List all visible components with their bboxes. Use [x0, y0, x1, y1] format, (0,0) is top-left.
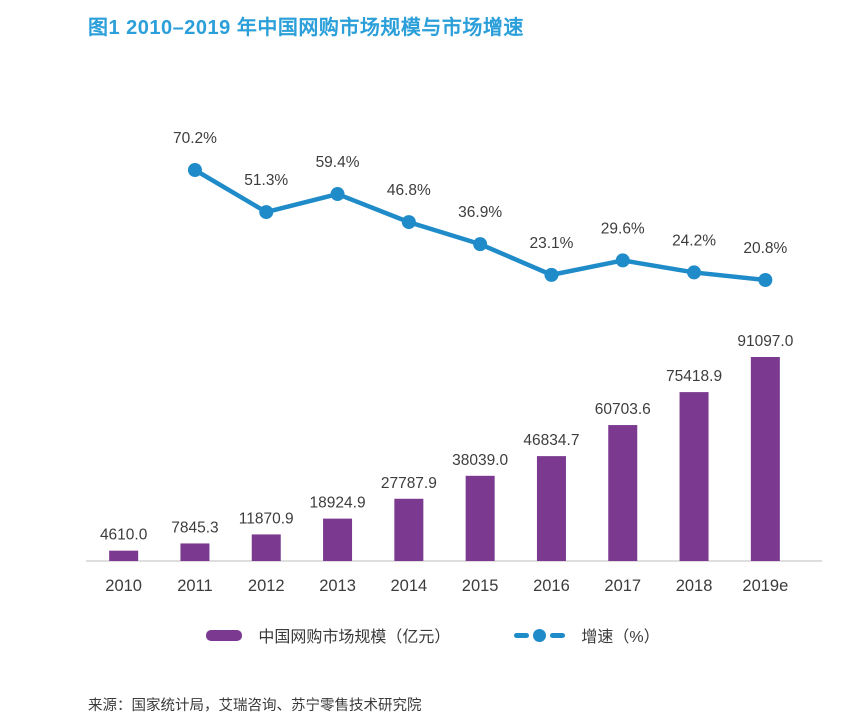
year-label-2018: 2018 — [676, 577, 713, 595]
year-label-2019e: 2019e — [742, 577, 788, 595]
bar-label-2016: 46834.7 — [523, 432, 579, 449]
bar-label-2014: 27787.9 — [381, 475, 437, 492]
legend-item-market-scale: 中国网购市场规模（亿元） — [206, 623, 450, 647]
legend-item-growth-rate: 增速（%） — [514, 623, 660, 647]
growth-dot-2017 — [615, 253, 630, 268]
bar-2011 — [180, 543, 210, 561]
year-label-2013: 2013 — [319, 577, 356, 595]
bar-2010 — [109, 550, 139, 561]
bar-2016 — [536, 456, 566, 561]
bar-label-2018: 75418.9 — [666, 368, 722, 385]
growth-dot-2011 — [187, 163, 202, 177]
growth-dot-2014 — [401, 215, 416, 230]
bar-2019e — [750, 357, 780, 561]
growth-label-2012: 51.3% — [244, 172, 288, 189]
bar-series-label: 中国网购市场规模（亿元） — [258, 629, 451, 646]
line-dot-icon — [533, 628, 547, 642]
chart-title: 图1 2010–2019 年中国网购市场规模与市场增速 — [88, 17, 524, 39]
year-label-2014: 2014 — [390, 577, 427, 595]
bar-2013 — [323, 518, 353, 561]
line-dash-icon — [514, 632, 530, 638]
year-label-2012: 2012 — [248, 577, 285, 595]
bar-2018 — [679, 392, 709, 561]
year-label-2016: 2016 — [533, 577, 570, 595]
growth-label-2017: 29.6% — [601, 220, 645, 237]
bar-label-2015: 38039.0 — [452, 452, 508, 469]
growth-label-2014: 46.8% — [387, 182, 431, 199]
growth-dot-2012 — [259, 205, 274, 220]
line-dash-icon — [550, 632, 566, 638]
growth-label-2016: 23.1% — [529, 235, 573, 252]
growth-dot-2013 — [330, 187, 345, 202]
legend: 中国网购市场规模（亿元） 增速（%） — [0, 623, 866, 647]
growth-label-2018: 24.2% — [672, 232, 716, 249]
bar-label-2011: 7845.3 — [171, 519, 218, 536]
bar-2014 — [394, 498, 424, 561]
year-label-2017: 2017 — [604, 577, 641, 595]
bar-label-2013: 18924.9 — [310, 495, 366, 512]
growth-label-2011: 70.2% — [173, 130, 217, 147]
growth-label-2019e: 20.8% — [743, 240, 787, 257]
bar-2015 — [465, 475, 495, 561]
growth-dot-2018 — [687, 265, 702, 280]
year-label-2010: 2010 — [105, 577, 142, 595]
bar-label-2012: 11870.9 — [239, 510, 294, 527]
growth-label-2015: 36.9% — [458, 204, 502, 221]
bar-series-swatch — [206, 629, 243, 641]
year-label-2015: 2015 — [462, 577, 499, 595]
line-series-label: 增速（%） — [581, 629, 660, 646]
bar-label-2010: 4610.0 — [100, 527, 148, 544]
bar-2012 — [251, 534, 281, 561]
bar-2017 — [608, 425, 638, 561]
growth-dot-2016 — [544, 267, 559, 282]
growth-dot-2015 — [473, 237, 488, 252]
year-label-2011: 2011 — [177, 577, 212, 595]
bar-label-2017: 60703.6 — [595, 401, 651, 418]
growth-label-2013: 59.4% — [316, 154, 360, 171]
source-note: 来源：国家统计局，艾瑞咨询、苏宁零售技术研究院 — [88, 698, 422, 714]
line-series-marker — [514, 628, 566, 642]
growth-dot-2019e — [758, 273, 773, 287]
bar-label-2019e: 91097.0 — [737, 333, 793, 350]
